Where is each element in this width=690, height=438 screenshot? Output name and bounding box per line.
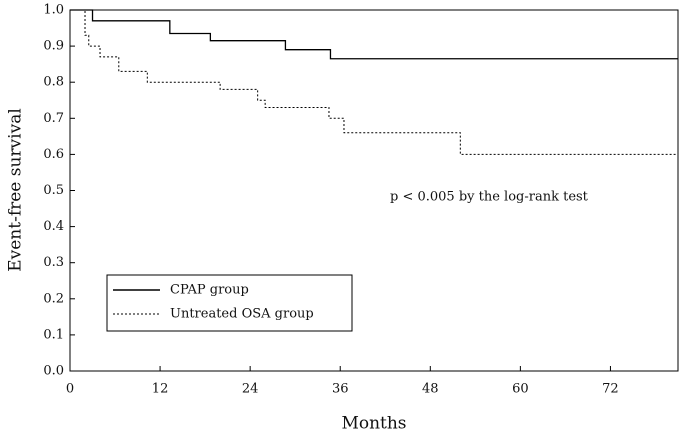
- y-tick-label: 0.0: [43, 364, 64, 379]
- y-tick-label: 0.7: [43, 111, 64, 126]
- y-tick-label: 0.8: [43, 75, 64, 90]
- survival-curve: [70, 9, 678, 155]
- x-tick-label: 0: [66, 382, 74, 397]
- y-tick-label: 0.5: [43, 183, 64, 198]
- x-tick-label: 24: [242, 382, 259, 397]
- annotation: p < 0.005 by the log-rank test: [390, 190, 589, 205]
- y-tick-label: 0.9: [43, 39, 64, 54]
- x-tick-label: 48: [422, 382, 439, 397]
- y-axis-label: Event-free survival: [6, 108, 26, 272]
- legend-label: CPAP group: [170, 283, 249, 298]
- legend-box: [106, 274, 353, 332]
- y-tick-label: 0.2: [43, 291, 64, 306]
- x-tick-label: 72: [602, 382, 619, 397]
- y-tick-label: 0.4: [43, 219, 64, 234]
- y-tick-label: 0.1: [43, 327, 64, 342]
- survival-curve: [70, 9, 678, 60]
- x-tick-label: 36: [332, 382, 349, 397]
- y-tick-label: 1.0: [43, 3, 64, 18]
- x-tick-label: 60: [512, 382, 529, 397]
- y-tick-label: 0.6: [43, 147, 64, 162]
- legend-label: Untreated OSA group: [170, 307, 314, 322]
- y-tick-label: 0.3: [43, 255, 64, 270]
- x-axis-label: Months: [341, 414, 406, 434]
- x-tick-label: 12: [152, 382, 169, 397]
